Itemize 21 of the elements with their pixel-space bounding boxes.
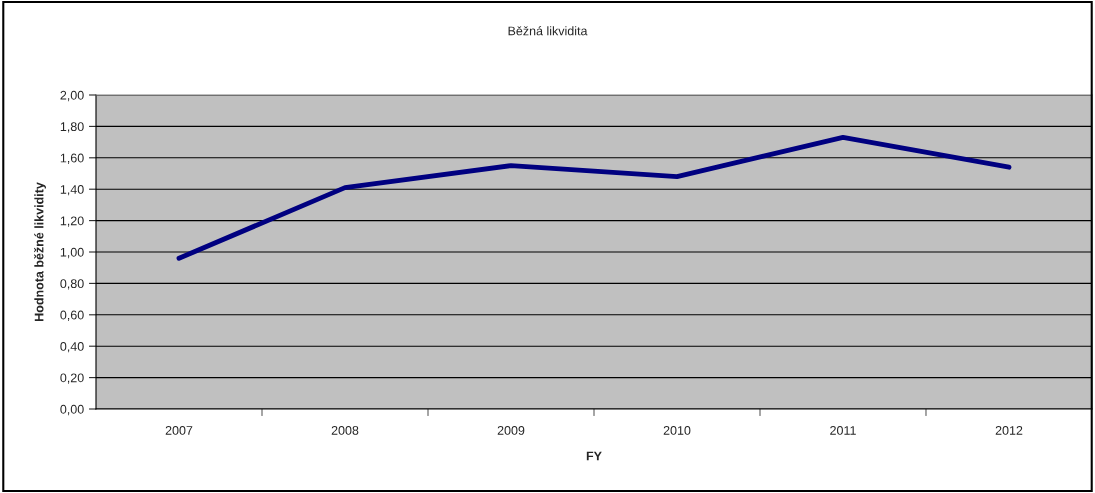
y-tick-label: 0,20 (60, 373, 84, 384)
y-tick-label: 0,00 (60, 404, 84, 416)
y-tick-label: 0,40 (60, 342, 84, 353)
chart-title: Běžná likvidita (508, 26, 588, 36)
x-tick-label: 2012 (995, 426, 1023, 435)
line-series (176, 134, 1012, 261)
y-tick-label: 1,20 (60, 216, 84, 227)
y-tick-label: 1,80 (60, 122, 84, 133)
x-tick-label: 2007 (165, 426, 193, 435)
y-tick-label: 1,00 (60, 247, 84, 259)
y-tick-label: 1,40 (60, 185, 84, 196)
x-tick-label: 2008 (331, 426, 359, 435)
x-tick-label: 2009 (497, 426, 525, 435)
y-tick-label: 0,60 (60, 310, 84, 321)
y-tick-label: 2,00 (60, 90, 84, 102)
x-axis-title: FY (586, 451, 602, 461)
x-tick-label: 2011 (830, 426, 856, 435)
y-tick-label: 1,60 (60, 153, 84, 164)
y-axis-title: Hodnota běžné likvidity (34, 182, 46, 321)
y-tick-label: 0,80 (60, 279, 84, 290)
x-tick-label: 2010 (663, 426, 691, 435)
